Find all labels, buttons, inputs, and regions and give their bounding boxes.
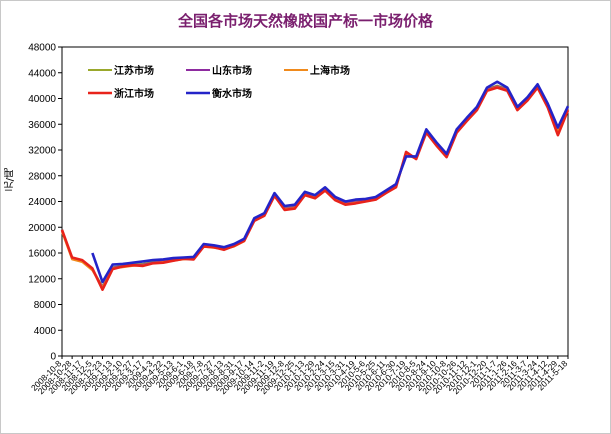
- legend-label: 上海市场: [310, 64, 350, 77]
- series-line-5: [91, 80, 570, 284]
- y-tick-label: 8000: [34, 300, 57, 311]
- legend-label: 江苏市场: [114, 64, 154, 77]
- y-tick-label: 36000: [28, 120, 56, 131]
- y-tick-label: 32000: [28, 146, 56, 157]
- y-tick-label: 40000: [28, 94, 56, 105]
- y-tick-label: 44000: [28, 68, 56, 79]
- series-line-4: [60, 86, 570, 291]
- y-tick-label: 12000: [28, 274, 56, 285]
- series-line-3: [61, 85, 569, 289]
- legend-label: 山东市场: [212, 64, 252, 77]
- y-tick-label: 24000: [28, 197, 56, 208]
- y-tick-label: 4000: [34, 326, 57, 337]
- legend-label: 浙江市场: [114, 87, 154, 100]
- series-line-2: [61, 85, 569, 289]
- y-tick-label: 28000: [28, 171, 56, 182]
- legend-label: 衡水市场: [212, 87, 252, 100]
- y-tick-label: 0: [50, 352, 56, 363]
- series-lines: [60, 80, 570, 291]
- y-axis: 0 4000 8000 12000 16000 20000 24000 28000 32000 3…: [28, 43, 62, 363]
- y-tick-label: 16000: [28, 249, 56, 260]
- y-tick-label: 20000: [28, 223, 56, 234]
- series-line-1: [61, 84, 569, 288]
- x-axis: 2008-10-82008-10-282008-11-172008-12-520…: [29, 356, 570, 396]
- y-tick-label: 48000: [28, 43, 56, 54]
- chart-title: 全国各市场天然橡胶国产标一市场价格: [177, 12, 433, 30]
